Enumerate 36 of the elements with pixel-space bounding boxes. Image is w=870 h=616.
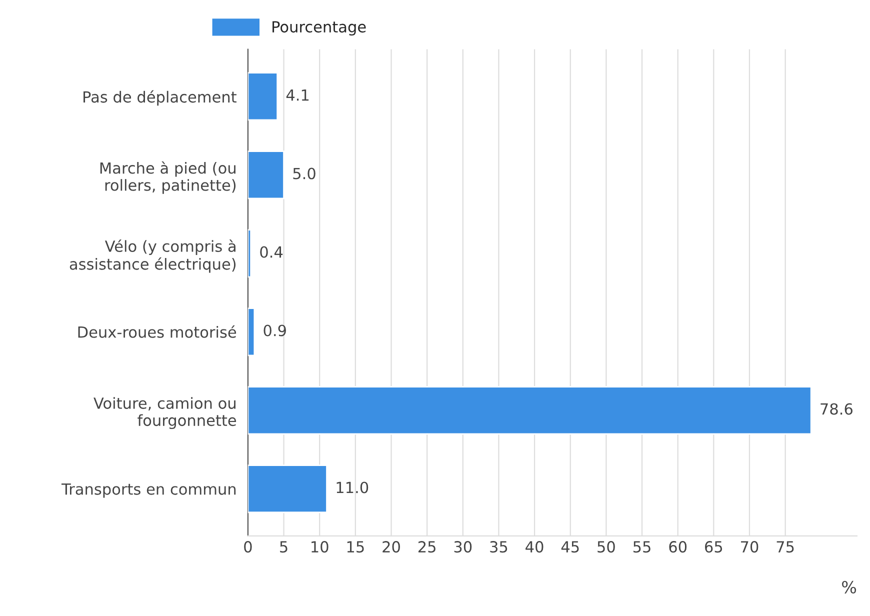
x-tick-label: 60 [669, 541, 687, 553]
x-tick-label: 5 [280, 541, 288, 553]
x-tick-label: 40 [526, 541, 544, 553]
y-tick-label: Voiture, camion ou fourgonnette [94, 397, 236, 430]
y-tick-label: Transports en commun [61, 483, 236, 498]
y-tick-label: Marche à pied (ou rollers, patinette) [100, 161, 236, 194]
x-tick-label: 30 [454, 541, 472, 553]
x-tick-label: 35 [490, 541, 508, 553]
data-label: 11.0 [336, 482, 368, 494]
bar [248, 386, 812, 435]
data-label: 4.1 [286, 89, 309, 101]
data-label: 0.4 [260, 246, 283, 258]
bar [248, 464, 328, 514]
x-axis-title: % [842, 580, 856, 594]
bar [248, 72, 278, 121]
data-label: 5.0 [293, 168, 316, 180]
data-label: 0.9 [264, 324, 286, 336]
x-tick-label: 0 [244, 541, 252, 553]
x-tick-label: 55 [633, 541, 650, 553]
bar [248, 150, 284, 200]
bar [248, 308, 256, 356]
data-label: 78.6 [820, 403, 852, 415]
x-tick-label: 25 [418, 541, 436, 553]
y-tick-label: Pas de déplacement [84, 90, 236, 106]
x-tick-label: 15 [347, 541, 364, 553]
x-tick-label: 70 [741, 541, 758, 553]
bar [248, 229, 252, 278]
x-tick-label: 50 [598, 541, 615, 553]
x-tick-label: 75 [776, 541, 794, 553]
y-tick-label: Deux-roues motorisé [78, 325, 236, 338]
x-tick-label: 10 [312, 541, 328, 553]
y-tick-label: Vélo (y compris à assistance électrique) [70, 240, 236, 273]
x-tick-label: 45 [561, 541, 579, 553]
x-tick-label: 20 [382, 541, 400, 553]
x-tick-label: 65 [705, 541, 722, 553]
legend-label: Pourcentage [272, 21, 366, 36]
